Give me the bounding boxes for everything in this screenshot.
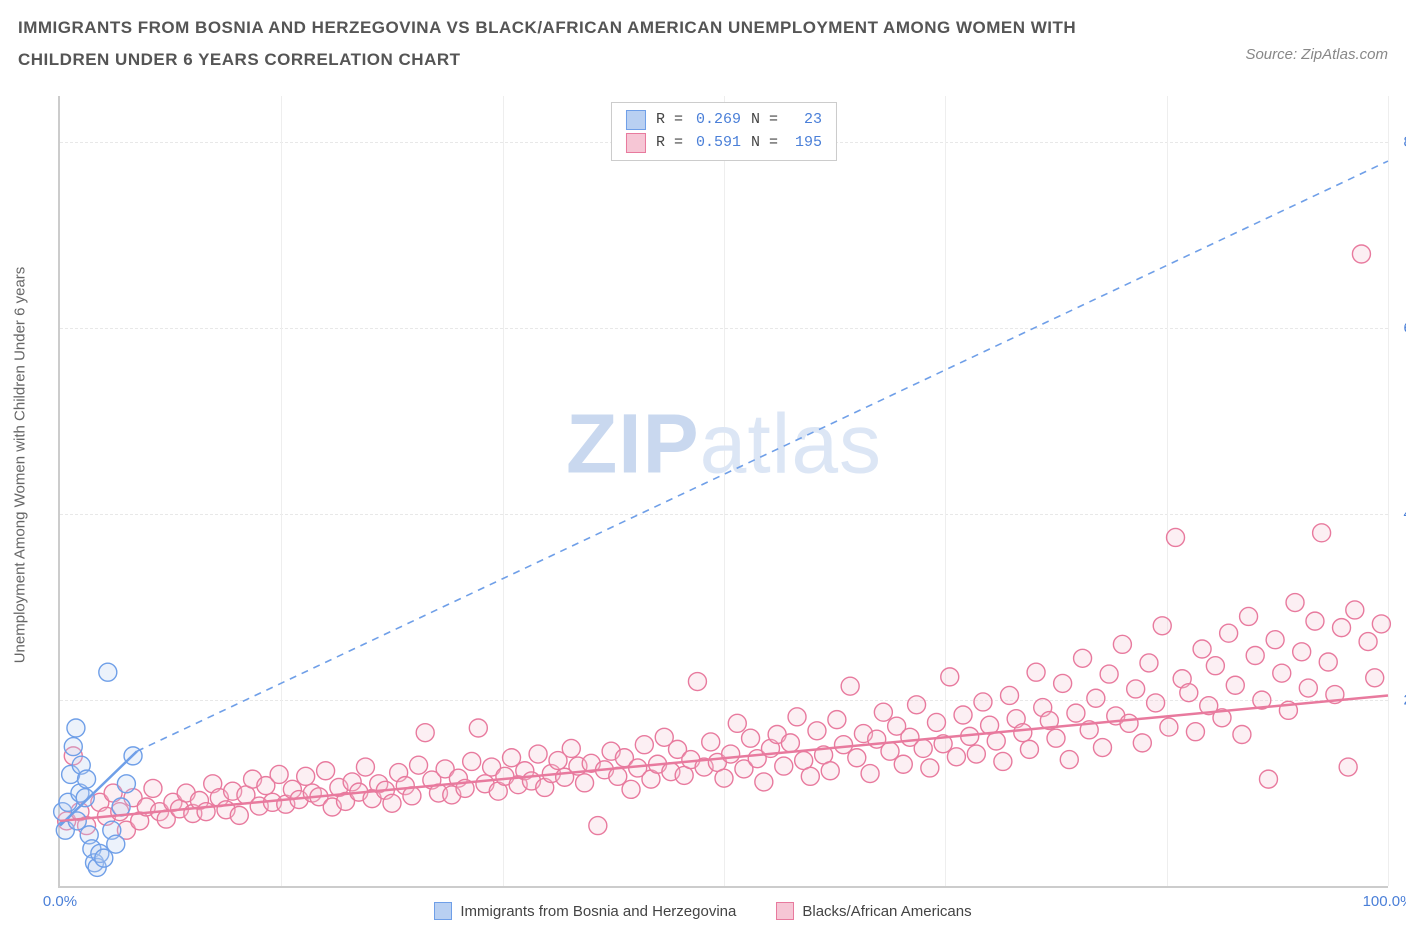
swatch-icon [626, 133, 646, 153]
y-tick-label: 80.0% [1396, 134, 1406, 151]
stats-row-series-2: R =0.591 N =195 [626, 132, 822, 155]
swatch-icon [434, 902, 452, 920]
legend-label: Blacks/African Americans [802, 903, 971, 920]
y-tick-label: 60.0% [1396, 320, 1406, 337]
y-tick-label: 40.0% [1396, 506, 1406, 523]
chart-plot-area: ZIPatlas R =0.269 N =23 R =0.591 N =195 … [58, 96, 1388, 888]
legend-item-series-1: Immigrants from Bosnia and Herzegovina [434, 902, 736, 920]
stats-legend-box: R =0.269 N =23 R =0.591 N =195 [611, 102, 837, 161]
y-axis-label: Unemployment Among Women with Children U… [12, 267, 29, 664]
source-attribution: Source: ZipAtlas.com [1245, 46, 1388, 63]
y-tick-label: 20.0% [1396, 692, 1406, 709]
legend-item-series-2: Blacks/African Americans [776, 902, 971, 920]
chart-title: IMMIGRANTS FROM BOSNIA AND HERZEGOVINA V… [18, 12, 1118, 77]
swatch-icon [626, 110, 646, 130]
swatch-icon [776, 902, 794, 920]
scatter-plot-svg [60, 96, 1388, 886]
legend-label: Immigrants from Bosnia and Herzegovina [460, 903, 736, 920]
bottom-legend: Immigrants from Bosnia and Herzegovina B… [0, 902, 1406, 920]
stats-row-series-1: R =0.269 N =23 [626, 109, 822, 132]
